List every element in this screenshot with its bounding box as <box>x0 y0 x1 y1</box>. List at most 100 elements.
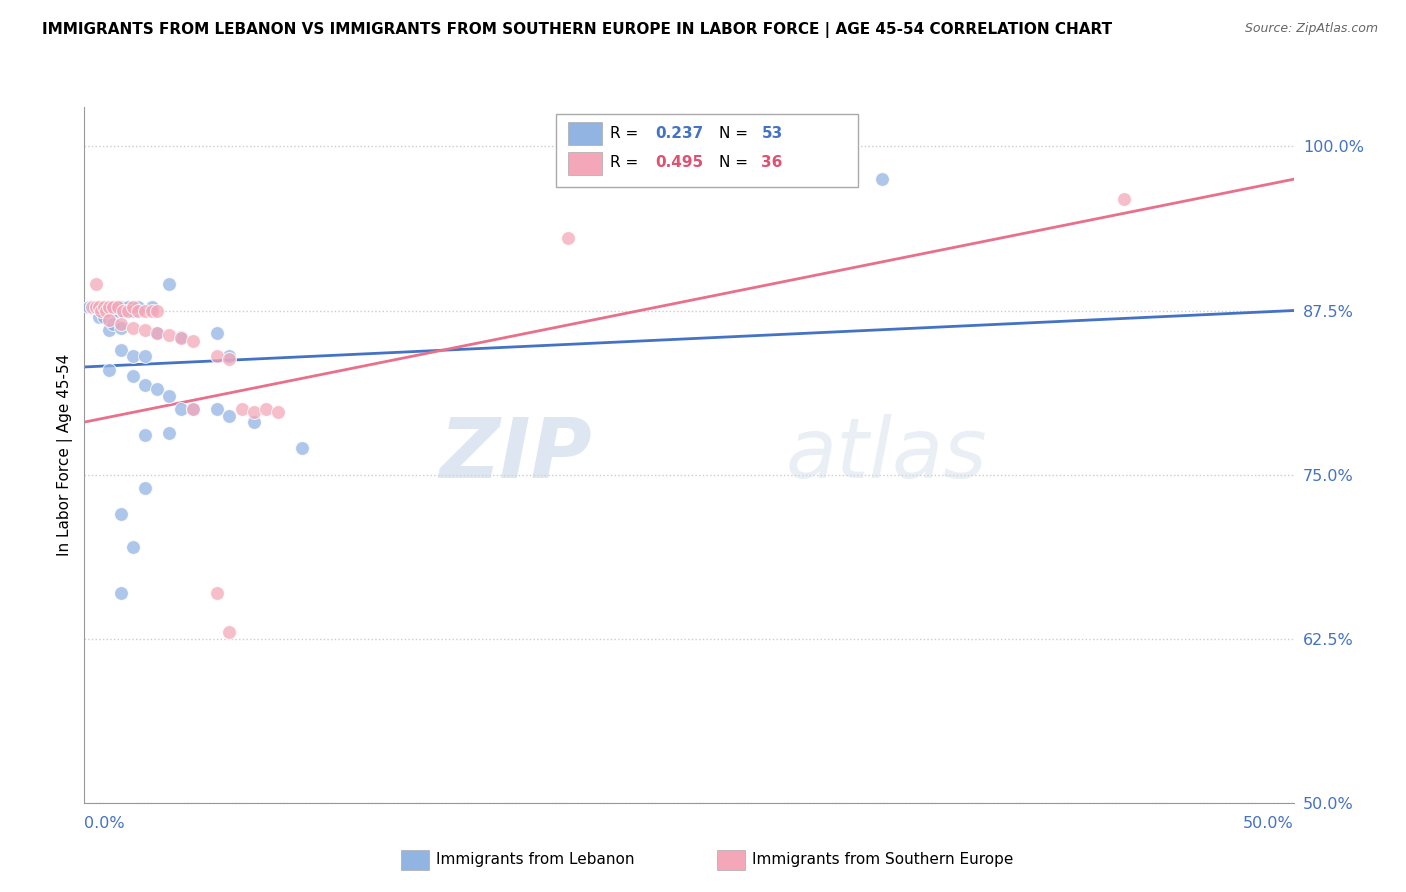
Point <box>90 303 112 318</box>
Point <box>134 428 156 442</box>
Point <box>207 401 229 416</box>
Text: 0.495: 0.495 <box>655 155 703 170</box>
Point <box>97 300 120 314</box>
Text: 0.0%: 0.0% <box>84 816 125 831</box>
Text: 36: 36 <box>762 155 783 170</box>
Point <box>181 334 204 348</box>
Point <box>93 300 115 314</box>
Point <box>218 352 240 367</box>
Point <box>107 300 129 314</box>
Point <box>87 310 110 324</box>
Point <box>121 300 143 314</box>
Point <box>93 300 115 314</box>
Point <box>103 303 125 318</box>
Point <box>872 172 894 186</box>
FancyBboxPatch shape <box>568 122 602 145</box>
Point <box>157 389 180 403</box>
Text: R =: R = <box>610 126 644 141</box>
Point <box>110 317 132 331</box>
Point <box>207 326 229 340</box>
Point <box>87 300 110 314</box>
Point <box>218 409 240 423</box>
Point <box>90 303 112 318</box>
Point <box>254 401 277 416</box>
Point <box>170 330 193 344</box>
Point <box>267 404 290 418</box>
Point <box>146 326 169 340</box>
Point <box>97 303 120 318</box>
Point <box>157 277 180 292</box>
Point <box>231 401 253 416</box>
Text: 50.0%: 50.0% <box>1243 816 1294 831</box>
Point <box>110 320 132 334</box>
Point <box>157 425 180 440</box>
Point <box>86 300 108 314</box>
Point <box>207 350 229 364</box>
Point <box>170 331 193 345</box>
Point <box>77 300 100 314</box>
FancyBboxPatch shape <box>555 114 858 187</box>
Point <box>146 303 169 318</box>
Point <box>110 300 132 314</box>
Point <box>94 303 117 318</box>
Point <box>134 378 156 392</box>
Point <box>242 404 264 418</box>
Point <box>121 369 143 384</box>
Text: 0.237: 0.237 <box>655 126 703 141</box>
Point <box>80 300 103 314</box>
Point <box>97 300 120 314</box>
Text: ZIP: ZIP <box>440 415 592 495</box>
FancyBboxPatch shape <box>568 152 602 175</box>
Point <box>112 303 135 318</box>
Text: 53: 53 <box>762 126 783 141</box>
Point <box>291 442 314 456</box>
Point <box>181 401 204 416</box>
Y-axis label: In Labor Force | Age 45-54: In Labor Force | Age 45-54 <box>58 354 73 556</box>
Point <box>218 625 240 640</box>
Point <box>127 303 149 318</box>
Point <box>134 350 156 364</box>
Point <box>134 303 156 318</box>
Text: atlas: atlas <box>786 415 987 495</box>
Point <box>242 415 264 429</box>
Point <box>110 507 132 521</box>
Point <box>97 323 120 337</box>
Point <box>80 300 103 314</box>
Point <box>104 300 127 314</box>
Point <box>112 303 135 318</box>
Point <box>100 300 122 314</box>
Point <box>87 300 110 314</box>
Point <box>97 362 120 376</box>
Point <box>103 300 125 314</box>
Point <box>103 317 125 331</box>
Text: R =: R = <box>610 155 644 170</box>
Point <box>117 303 139 318</box>
Point <box>83 300 105 314</box>
Point <box>121 320 143 334</box>
Point <box>134 323 156 337</box>
Point <box>97 312 120 326</box>
Point <box>110 586 132 600</box>
Point <box>141 303 163 318</box>
Point <box>218 350 240 364</box>
Point <box>121 540 143 554</box>
Point <box>107 303 129 318</box>
Point <box>121 303 143 318</box>
Point <box>141 300 163 314</box>
Text: Immigrants from Lebanon: Immigrants from Lebanon <box>436 853 634 867</box>
Bar <box>401 850 429 870</box>
Text: N =: N = <box>720 126 754 141</box>
Point <box>86 300 108 314</box>
Point <box>157 328 180 343</box>
Point <box>1114 192 1136 206</box>
Point <box>93 303 115 318</box>
Text: Source: ZipAtlas.com: Source: ZipAtlas.com <box>1244 22 1378 36</box>
Text: Immigrants from Southern Europe: Immigrants from Southern Europe <box>752 853 1014 867</box>
Point <box>181 401 204 416</box>
Point <box>94 300 117 314</box>
Bar <box>717 850 745 870</box>
Point <box>146 382 169 396</box>
Point <box>93 310 115 324</box>
Text: IMMIGRANTS FROM LEBANON VS IMMIGRANTS FROM SOUTHERN EUROPE IN LABOR FORCE | AGE : IMMIGRANTS FROM LEBANON VS IMMIGRANTS FR… <box>42 22 1112 38</box>
Point <box>110 343 132 357</box>
